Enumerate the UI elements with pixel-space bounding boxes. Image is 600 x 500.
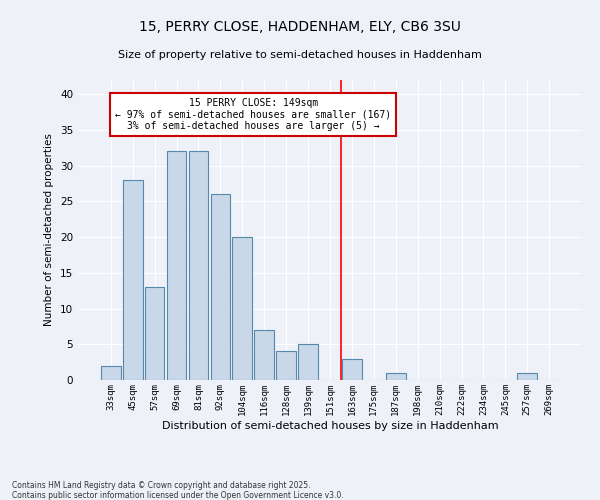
Text: 15 PERRY CLOSE: 149sqm
← 97% of semi-detached houses are smaller (167)
3% of sem: 15 PERRY CLOSE: 149sqm ← 97% of semi-det… <box>115 98 391 131</box>
Bar <box>145 287 164 380</box>
Bar <box>254 330 274 380</box>
Text: 15, PERRY CLOSE, HADDENHAM, ELY, CB6 3SU: 15, PERRY CLOSE, HADDENHAM, ELY, CB6 3SU <box>139 20 461 34</box>
Bar <box>517 373 537 380</box>
Text: Size of property relative to semi-detached houses in Haddenham: Size of property relative to semi-detach… <box>118 50 482 60</box>
Bar <box>211 194 230 380</box>
Bar <box>188 152 208 380</box>
Bar <box>298 344 318 380</box>
Bar <box>123 180 143 380</box>
Bar <box>386 373 406 380</box>
Bar <box>232 237 252 380</box>
Bar <box>101 366 121 380</box>
Bar <box>342 358 362 380</box>
Text: Contains public sector information licensed under the Open Government Licence v3: Contains public sector information licen… <box>12 491 344 500</box>
X-axis label: Distribution of semi-detached houses by size in Haddenham: Distribution of semi-detached houses by … <box>161 420 499 430</box>
Text: Contains HM Land Registry data © Crown copyright and database right 2025.: Contains HM Land Registry data © Crown c… <box>12 481 311 490</box>
Bar <box>167 152 187 380</box>
Bar <box>276 352 296 380</box>
Y-axis label: Number of semi-detached properties: Number of semi-detached properties <box>44 134 55 326</box>
